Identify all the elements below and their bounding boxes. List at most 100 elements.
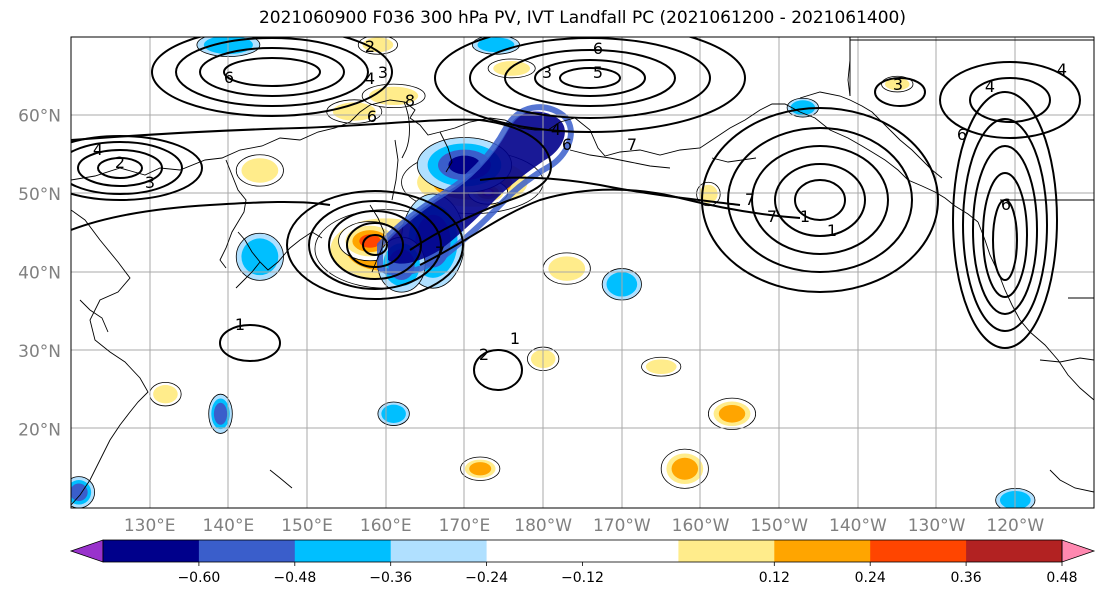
colorbar-tick-label: −0.60 [177, 570, 220, 586]
pv-shading-level [241, 158, 279, 183]
pv-anomaly-blob [641, 356, 682, 377]
contour-label: 2 [365, 37, 375, 56]
contour-label: 6 [562, 135, 572, 154]
contour-label: 5 [593, 63, 603, 82]
pv-anomaly-blob [235, 232, 284, 281]
contour-label: 7 [745, 190, 755, 209]
colorbar-min-extension [69, 539, 104, 563]
contour-label: 7 [767, 207, 777, 226]
colorbar-tick-label: −0.24 [465, 570, 508, 586]
contour-label: 4 [365, 69, 375, 88]
longitude-tick-label: 150°E [281, 516, 333, 536]
pv-shading-level [790, 100, 816, 115]
pv-shading-level [493, 61, 531, 76]
pv-shading-level [645, 359, 677, 375]
pv-shading-level [548, 256, 586, 281]
pv-shading-level [699, 184, 718, 204]
longitude-tick-label: 170°W [593, 516, 651, 536]
colorbar-max-extension [1061, 539, 1096, 563]
contour-label: 4 [93, 140, 103, 159]
contour-label: 8 [405, 91, 415, 110]
graticule [71, 37, 1094, 508]
contour-label: 4 [1057, 60, 1067, 79]
longitude-tick-label: 140°E [203, 516, 255, 536]
colorbar-tick-label: −0.48 [273, 570, 316, 586]
contour-label: 2 [115, 153, 125, 172]
contour-label: 3 [542, 63, 552, 82]
contour-label: 1 [800, 207, 810, 226]
pv-anomaly-blob [542, 252, 591, 285]
colorbar-tick-label: 0.12 [759, 570, 790, 586]
colorbar-swatch [870, 540, 967, 562]
pv-shading-level [884, 77, 910, 91]
contour-label: 1 [510, 329, 520, 348]
contour-label: 6 [224, 68, 234, 87]
contour-label: 7 [627, 135, 637, 154]
colorbar-swatch [390, 540, 488, 562]
colorbar-tick-label: 0.24 [855, 570, 886, 586]
latitude-tick-label: 20°N [18, 421, 61, 441]
longitude-tick-label: 160°E [360, 516, 412, 536]
longitude-tick-label: 160°W [672, 516, 730, 536]
pv-shading-level [381, 404, 406, 423]
contour-label: 2 [479, 345, 489, 364]
pv-shading-level [671, 457, 699, 480]
latitude-tick-label: 60°N [18, 107, 61, 127]
contour-label: 6 [1001, 195, 1011, 214]
contour-label: 6 [957, 125, 967, 144]
longitude-tick-label: 150°W [750, 516, 808, 536]
pv-shading-level [359, 234, 381, 248]
pv-negative-streak-edge [377, 104, 574, 276]
pv-shading-level [153, 384, 178, 404]
pv-anomaly-blob [487, 58, 536, 79]
pv-anomaly-blob [786, 97, 819, 118]
longitude-tick-label: 170°E [439, 516, 491, 536]
longitude-axis: 130°E 140°E 150°E 160°E 170°E 180°W 170°W 160°W… [124, 516, 1045, 536]
contour-label: 3 [145, 173, 155, 192]
colorbar-tick-label: −0.12 [561, 570, 604, 586]
contour-label: 3 [893, 75, 903, 94]
longitude-tick-label: 130°E [124, 516, 176, 536]
map-title: 2021060900 F036 300 hPa PV, IVT Landfall… [258, 8, 906, 28]
longitude-tick-label: 120°W [986, 516, 1044, 536]
longitude-tick-label: 130°W [908, 516, 966, 536]
colorbar-tick-label: 0.36 [951, 570, 982, 586]
contour-label: 4 [985, 77, 995, 96]
pv-shading-level [469, 462, 492, 476]
pv-anomaly-blob [460, 456, 501, 481]
pv-shading-level [477, 37, 515, 53]
latitude-tick-label: 30°N [18, 342, 61, 362]
pv-anomaly-blob [708, 397, 757, 430]
colorbar-swatch [294, 540, 392, 562]
colorbar-tick-label: 0.48 [1046, 570, 1077, 586]
contour-label: 6 [367, 107, 377, 126]
pv-anomaly-blob [471, 37, 520, 55]
contour-label: 6 [593, 39, 603, 58]
colorbar: −0.60 −0.48 −0.36 −0.24 −0.12 0.12 0.24 0.36 0.4… [69, 539, 1096, 586]
longitude-tick-label: 140°W [829, 516, 887, 536]
contour-label: 3 [378, 63, 388, 82]
ivt-pc-contours [71, 37, 1081, 391]
colorbar-swatch [198, 540, 296, 562]
political-borders [849, 37, 1095, 363]
pv-anomaly-blob [660, 448, 709, 489]
pv-shading-level [241, 238, 279, 276]
coastlines [71, 37, 1094, 506]
latitude-tick-label: 40°N [18, 264, 61, 284]
colorbar-swatch [774, 540, 871, 562]
colorbar-swatch [103, 540, 200, 562]
contour-label: 1 [827, 221, 837, 240]
map-frame [70, 36, 1095, 509]
latitude-axis: 60°N 50°N 40°N 30°N 20°N [18, 107, 61, 441]
contour-label: 4 [551, 120, 561, 139]
pv-anomaly-blob [377, 401, 410, 426]
contour-label: 1 [235, 315, 245, 334]
latitude-tick-label: 50°N [18, 185, 61, 205]
colorbar-swatch [486, 540, 583, 562]
pv-anomaly-blob [235, 154, 284, 187]
pv-negative-streak [388, 111, 565, 264]
pv-shading-level [213, 402, 228, 425]
